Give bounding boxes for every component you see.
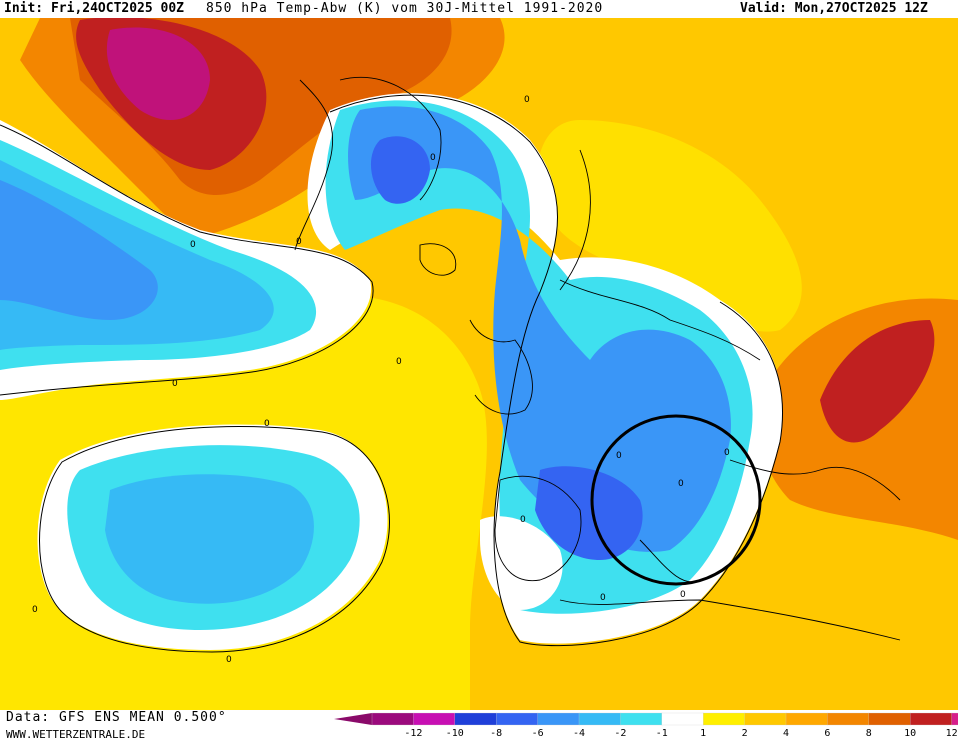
colorbar-swatch [785,712,829,726]
contour-label: 0 [430,153,436,163]
colorbar-swatch [703,712,746,726]
colorbar-tick-label: 1 [700,728,707,739]
data-source-label: Data: GFS ENS MEAN 0.500° [6,710,227,725]
colorbar-tick-label: -2 [614,728,627,739]
contour-label: 0 [190,240,196,250]
colorbar-tick-label: 4 [782,728,790,739]
coastlines [294,77,901,641]
anomaly-magenta-arctic [106,27,210,120]
contour-label: 0 [724,448,730,458]
colorbar-tick-label: -10 [445,728,464,739]
colorbar-swatch [371,712,415,726]
anomaly-darkblue-greenland [370,136,430,204]
colorbar-swatch [827,712,870,726]
colorbar-tick-label: 8 [865,728,872,739]
colorbar-tick-label: -1 [655,728,668,739]
colorbar-tick-label: -8 [490,728,503,739]
colorbar-swatch [744,712,787,726]
colorbar-swatch [661,712,704,726]
colorbar-swatch [496,712,539,726]
contour-label: 0 [616,451,622,461]
contour-label: 0 [520,515,526,525]
contour-label: 0 [296,237,302,247]
contour-label: 0 [226,655,232,665]
contour-label: 0 [600,593,606,603]
colorbar-tick-label: -6 [531,728,544,739]
contour-label: 0 [678,479,684,489]
contour-labels: 0 0 0 0 0 0 0 0 0 0 0 0 0 0 0 [32,95,730,665]
colorbar-tick-label: -4 [572,728,586,739]
contour-label: 0 [172,379,178,389]
contour-label: 0 [396,357,402,367]
valid-label: Valid: Mon,27OCT2025 12Z [740,1,928,16]
anomaly-blue-mid-atlantic [105,474,314,604]
anomaly-red-east [820,320,935,443]
zero-contour-lines [0,94,783,653]
colorbar-swatch [413,712,456,726]
colorbar-tick-label: 12 [945,728,958,739]
anomaly-yellow-east [537,120,802,332]
header-bar [0,0,958,18]
contour-label: 0 [680,590,686,600]
init-label: Init: Fri,24OCT2025 00Z [4,1,185,16]
website-label: WWW.WETTERZENTRALE.DE [6,728,146,741]
colorbar-tick-label: 2 [741,728,748,739]
highlight-circle [590,414,762,586]
colorbar-tick-label: 6 [824,728,831,739]
map-title: 850 hPa Temp-Abw (K) vom 30J-Mittel 1991… [206,1,604,16]
colorbar [334,712,958,726]
colorbar-swatch [620,712,663,726]
colorbar-swatch [578,712,622,726]
colorbar-swatch [454,712,497,726]
colorbar-swatch [868,712,911,726]
contour-label: 0 [264,419,270,429]
colorbar-tick-label: 10 [904,728,917,739]
anomaly-white-iberia [480,516,563,610]
contour-label: 0 [32,605,38,615]
colorbar-tick-label: -12 [404,728,423,739]
colorbar-swatch [910,712,953,726]
colorbar-swatch [951,712,958,726]
anomaly-blue-west [0,180,158,320]
anomaly-blue-europe [348,106,731,552]
colorbar-swatch [537,712,580,726]
contour-label: 0 [524,95,530,105]
colorbar-min-arrow [334,713,372,725]
